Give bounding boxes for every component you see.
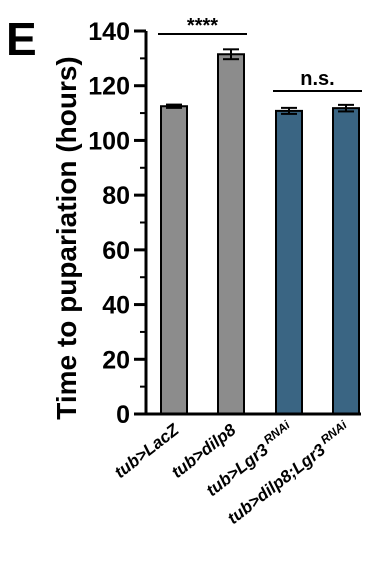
bar-3: [275, 109, 303, 416]
y-tick-label: 120: [88, 73, 130, 101]
significance-label-2: n.s.: [300, 68, 334, 90]
plot-area: 020406080100120140tub>LacZtub>dilp8tub>L…: [88, 15, 362, 528]
error-bar-4: [338, 103, 354, 113]
y-tick-label: 100: [88, 127, 130, 155]
y-tick-label: 140: [88, 18, 130, 46]
y-tick-label: 20: [102, 346, 130, 374]
y-tick-label: 0: [116, 401, 130, 429]
error-bar-3: [281, 106, 297, 115]
y-tick-label: 80: [102, 182, 130, 210]
y-tick-label: 40: [102, 292, 130, 320]
error-bar-2: [223, 48, 239, 61]
bar-1: [160, 105, 188, 415]
bar-2: [217, 53, 245, 415]
y-axis-title: Time to pupariation (hours): [51, 56, 82, 419]
error-bar-1: [166, 103, 182, 109]
y-tick-label: 60: [102, 237, 130, 265]
bar-4: [332, 107, 360, 415]
significance-label-1: ****: [187, 15, 218, 37]
panel-label: E: [6, 13, 37, 65]
